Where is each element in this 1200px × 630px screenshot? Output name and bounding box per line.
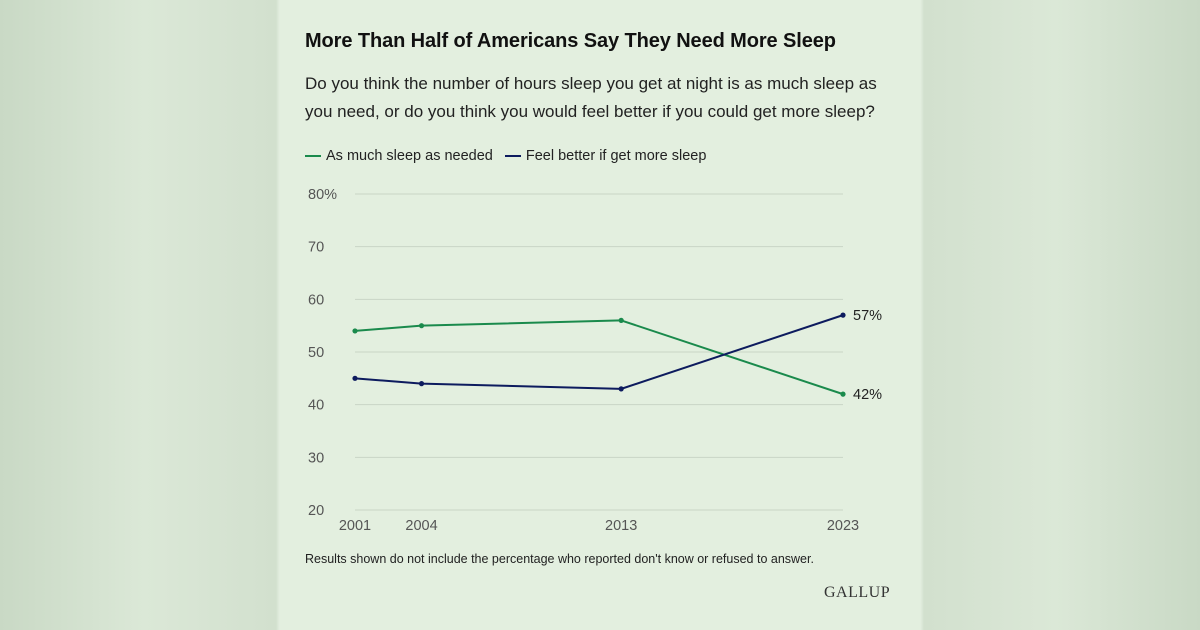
data-point-0-2004 xyxy=(418,323,425,329)
end-label-0: 42% xyxy=(853,387,882,403)
chart-subtitle: Do you think the number of hours sleep y… xyxy=(305,74,877,121)
y-tick-label-40: 40 xyxy=(308,398,324,414)
line-chart: 20 30 40 50 60 70 80% 2001 2004 2013 2023 42% 57% xyxy=(308,187,882,534)
x-tick-label-2023: 2023 xyxy=(827,518,859,534)
legend-label-feel-better: Feel better if get more sleep xyxy=(525,148,707,164)
x-tick-label-2013: 2013 xyxy=(605,518,637,534)
y-tick-label-30: 30 xyxy=(308,450,324,466)
chart-footnote: Results shown do not include the percent… xyxy=(305,552,814,566)
data-point-1-2013 xyxy=(618,386,624,392)
y-tick-label-70: 70 xyxy=(308,240,324,256)
legend-item-as-much-sleep: As much sleep as needed xyxy=(305,148,493,164)
data-point-0-2023 xyxy=(840,391,846,397)
series-line-0 xyxy=(354,319,844,396)
data-point-0-2013 xyxy=(618,317,624,323)
chart-card: More Than Half of Americans Say They Nee… xyxy=(280,0,920,630)
legend-item-feel-better: Feel better if get more sleep xyxy=(504,148,707,164)
legend-label-as-much-sleep: As much sleep as needed xyxy=(326,148,493,164)
legend-swatch-feel-better xyxy=(504,155,521,157)
y-tick-label-20: 20 xyxy=(308,503,324,519)
data-point-1-2023 xyxy=(840,312,846,318)
x-tick-label-2001: 2001 xyxy=(339,518,371,534)
series-line-1 xyxy=(354,314,844,390)
y-tick-label-50: 50 xyxy=(308,345,324,361)
y-tick-label-80: 80% xyxy=(308,187,337,203)
chart-title: More Than Half of Americans Say They Nee… xyxy=(305,30,836,52)
chart-legend: As much sleep as needed Feel better if g… xyxy=(305,146,718,166)
data-point-1-2004 xyxy=(418,381,425,387)
gallup-logo: GALLUP xyxy=(824,584,891,601)
x-tick-label-2004: 2004 xyxy=(405,518,437,534)
data-point-1-2001 xyxy=(352,375,358,381)
y-tick-label-60: 60 xyxy=(308,292,324,308)
data-point-0-2001 xyxy=(352,328,358,334)
legend-swatch-as-much-sleep xyxy=(305,155,321,157)
end-label-1: 57% xyxy=(853,308,882,324)
